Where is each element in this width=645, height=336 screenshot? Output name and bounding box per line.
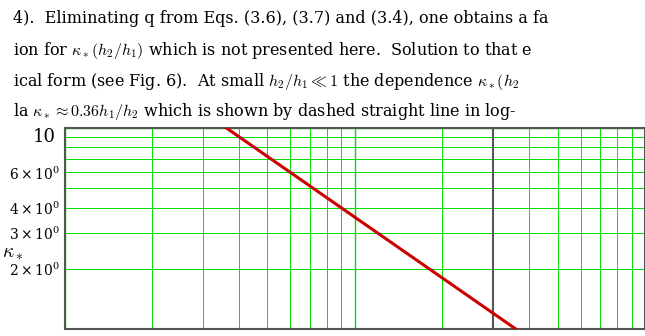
Text: 4).  Eliminating q from Eqs. (3.6), (3.7) and (3.4), one obtains a fa: 4). Eliminating q from Eqs. (3.6), (3.7)…	[13, 10, 548, 27]
Text: ical form (see Fig. 6).  At small $h_2/h_1 \ll 1$ the dependence $\kappa_*(h_2$: ical form (see Fig. 6). At small $h_2/h_…	[13, 71, 519, 92]
Text: 10: 10	[33, 128, 56, 146]
Text: $\kappa_*$: $\kappa_*$	[1, 244, 23, 262]
Text: la $\kappa_* \approx 0.36h_1/h_2$ which is shown by dashed straight line in log-: la $\kappa_* \approx 0.36h_1/h_2$ which …	[13, 101, 517, 122]
Text: ion for $\kappa_*(h_2/h_1)$ which is not presented here.  Solution to that e: ion for $\kappa_*(h_2/h_1)$ which is not…	[13, 40, 532, 61]
